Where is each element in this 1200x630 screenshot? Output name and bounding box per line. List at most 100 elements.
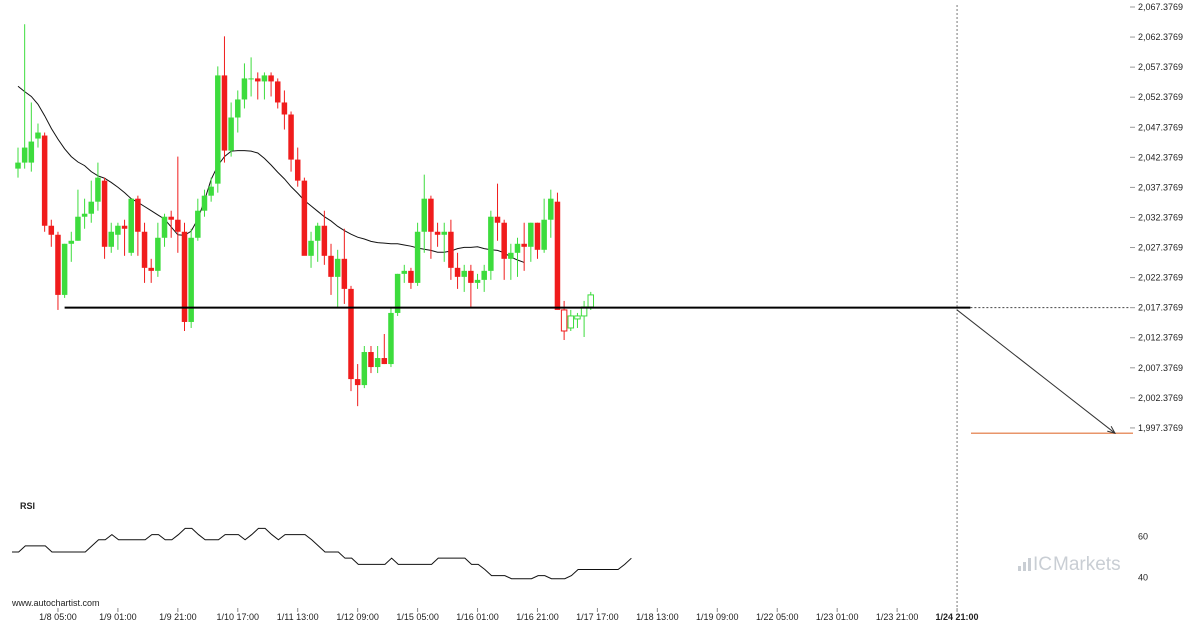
brand-bar-3 — [1028, 558, 1031, 571]
price-tick-label: 2,037.3769 — [1138, 182, 1183, 192]
candle-body — [261, 75, 268, 82]
time-tick-label: 1/10 17:00 — [217, 612, 260, 622]
candle-body — [21, 147, 28, 163]
candle-body — [141, 231, 148, 268]
candle-body — [354, 379, 361, 386]
source-credit: www.autochartist.com — [11, 598, 100, 608]
price-tick-label: 2,057.3769 — [1138, 62, 1183, 72]
candle-body — [201, 195, 208, 211]
brand-name: Markets — [1053, 554, 1121, 575]
time-tick-label: 1/19 09:00 — [696, 612, 739, 622]
price-tick-label: 2,062.3769 — [1138, 32, 1183, 42]
price-axis: 2,067.3769 2,062.3769 2,057.3769 2,052.3769… — [1130, 2, 1183, 433]
candle-body — [328, 255, 334, 277]
price-tick-label: 2,017.3769 — [1138, 303, 1183, 313]
candle-body — [108, 231, 114, 247]
time-tick-label: 1/15 05:00 — [396, 612, 439, 622]
candle-body — [321, 225, 328, 256]
candle-body — [381, 358, 388, 365]
time-tick-label: 1/8 05:00 — [39, 612, 77, 622]
candle-body — [514, 243, 521, 253]
candle-body — [274, 81, 281, 103]
brand-prefix: IC — [1033, 554, 1052, 575]
candle-body — [221, 75, 228, 151]
candle-body — [48, 225, 55, 235]
candle-body — [15, 162, 21, 169]
candle-body — [168, 216, 174, 220]
time-tick-label: 1/23 01:00 — [816, 612, 859, 622]
candle-body — [368, 352, 374, 368]
candle-body — [488, 216, 494, 271]
candle-body — [148, 267, 154, 271]
time-tick-label: 1/18 13:00 — [636, 612, 679, 622]
candle-body — [128, 198, 134, 253]
time-tick-label: 1/22 05:00 — [756, 612, 799, 622]
time-tick-label: 1/9 01:00 — [99, 612, 137, 622]
candle-body — [195, 210, 201, 238]
candles-layer — [15, 24, 595, 407]
price-tick-label: 2,047.3769 — [1138, 122, 1183, 132]
candle-body — [101, 180, 108, 247]
forecast-candle-body — [587, 294, 595, 308]
candle-body — [155, 237, 161, 271]
brand-watermark: IC Markets — [1018, 554, 1121, 575]
rsi-label: RSI — [20, 501, 35, 511]
candle-body — [548, 198, 554, 220]
candle-body — [281, 102, 288, 115]
candle-body — [301, 180, 308, 256]
price-tick-label: 2,007.3769 — [1138, 363, 1183, 373]
candle-body — [494, 216, 501, 223]
price-tick-label: 2,022.3769 — [1138, 273, 1183, 283]
candle-body — [268, 75, 274, 82]
brand-bar-1 — [1018, 566, 1021, 571]
candle-body — [68, 240, 75, 244]
candle-body — [314, 225, 321, 241]
price-tick-label: 2,002.3769 — [1138, 393, 1183, 403]
projection-arrow-line — [956, 309, 1116, 434]
price-tick-label: 2,012.3769 — [1138, 333, 1183, 343]
candle-body — [414, 231, 421, 283]
candle-body — [461, 270, 467, 277]
candle-body — [554, 201, 561, 310]
candle-body — [55, 234, 61, 295]
time-tick-label: 1/24 21:00 — [936, 612, 979, 622]
candle-body — [175, 219, 181, 232]
candle-body — [81, 213, 88, 217]
candle-body — [121, 225, 128, 229]
candle-body — [468, 270, 474, 283]
candle-body — [348, 288, 354, 380]
candle-body — [188, 237, 194, 322]
price-tick-label: 2,052.3769 — [1138, 92, 1183, 102]
candle-body — [501, 222, 507, 259]
candle-body — [441, 231, 447, 235]
time-tick-label: 1/16 21:00 — [516, 612, 559, 622]
time-tick-label: 1/16 01:00 — [456, 612, 499, 622]
candle-body — [255, 78, 261, 82]
time-tick-label: 1/11 13:00 — [277, 612, 319, 622]
candle-body — [334, 258, 341, 277]
candle-body — [341, 258, 348, 289]
price-tick-label: 2,042.3769 — [1138, 152, 1183, 162]
price-tick-label: 2,067.3769 — [1138, 2, 1183, 12]
time-tick-label: 1/17 17:00 — [576, 612, 619, 622]
rsi-tick-label: 60 — [1138, 532, 1148, 542]
forecast-candle-body — [567, 315, 575, 329]
price-tick-label: 2,032.3769 — [1138, 212, 1183, 222]
candle-body — [534, 222, 541, 250]
candle-body — [181, 231, 188, 322]
candle-body — [508, 252, 514, 259]
time-tick-label: 1/23 21:00 — [876, 612, 919, 622]
time-tick-label: 1/9 21:00 — [159, 612, 197, 622]
candle-body — [308, 240, 314, 256]
candle-body — [235, 99, 241, 118]
candle-body — [241, 78, 248, 100]
candle-body — [288, 114, 294, 160]
candle-body — [541, 219, 547, 250]
forecast-candle-body — [560, 309, 568, 332]
candle-body — [521, 243, 527, 247]
candle-body — [401, 270, 408, 274]
candle-body — [41, 135, 48, 226]
candle-body — [161, 216, 168, 238]
candle-body — [394, 273, 401, 313]
